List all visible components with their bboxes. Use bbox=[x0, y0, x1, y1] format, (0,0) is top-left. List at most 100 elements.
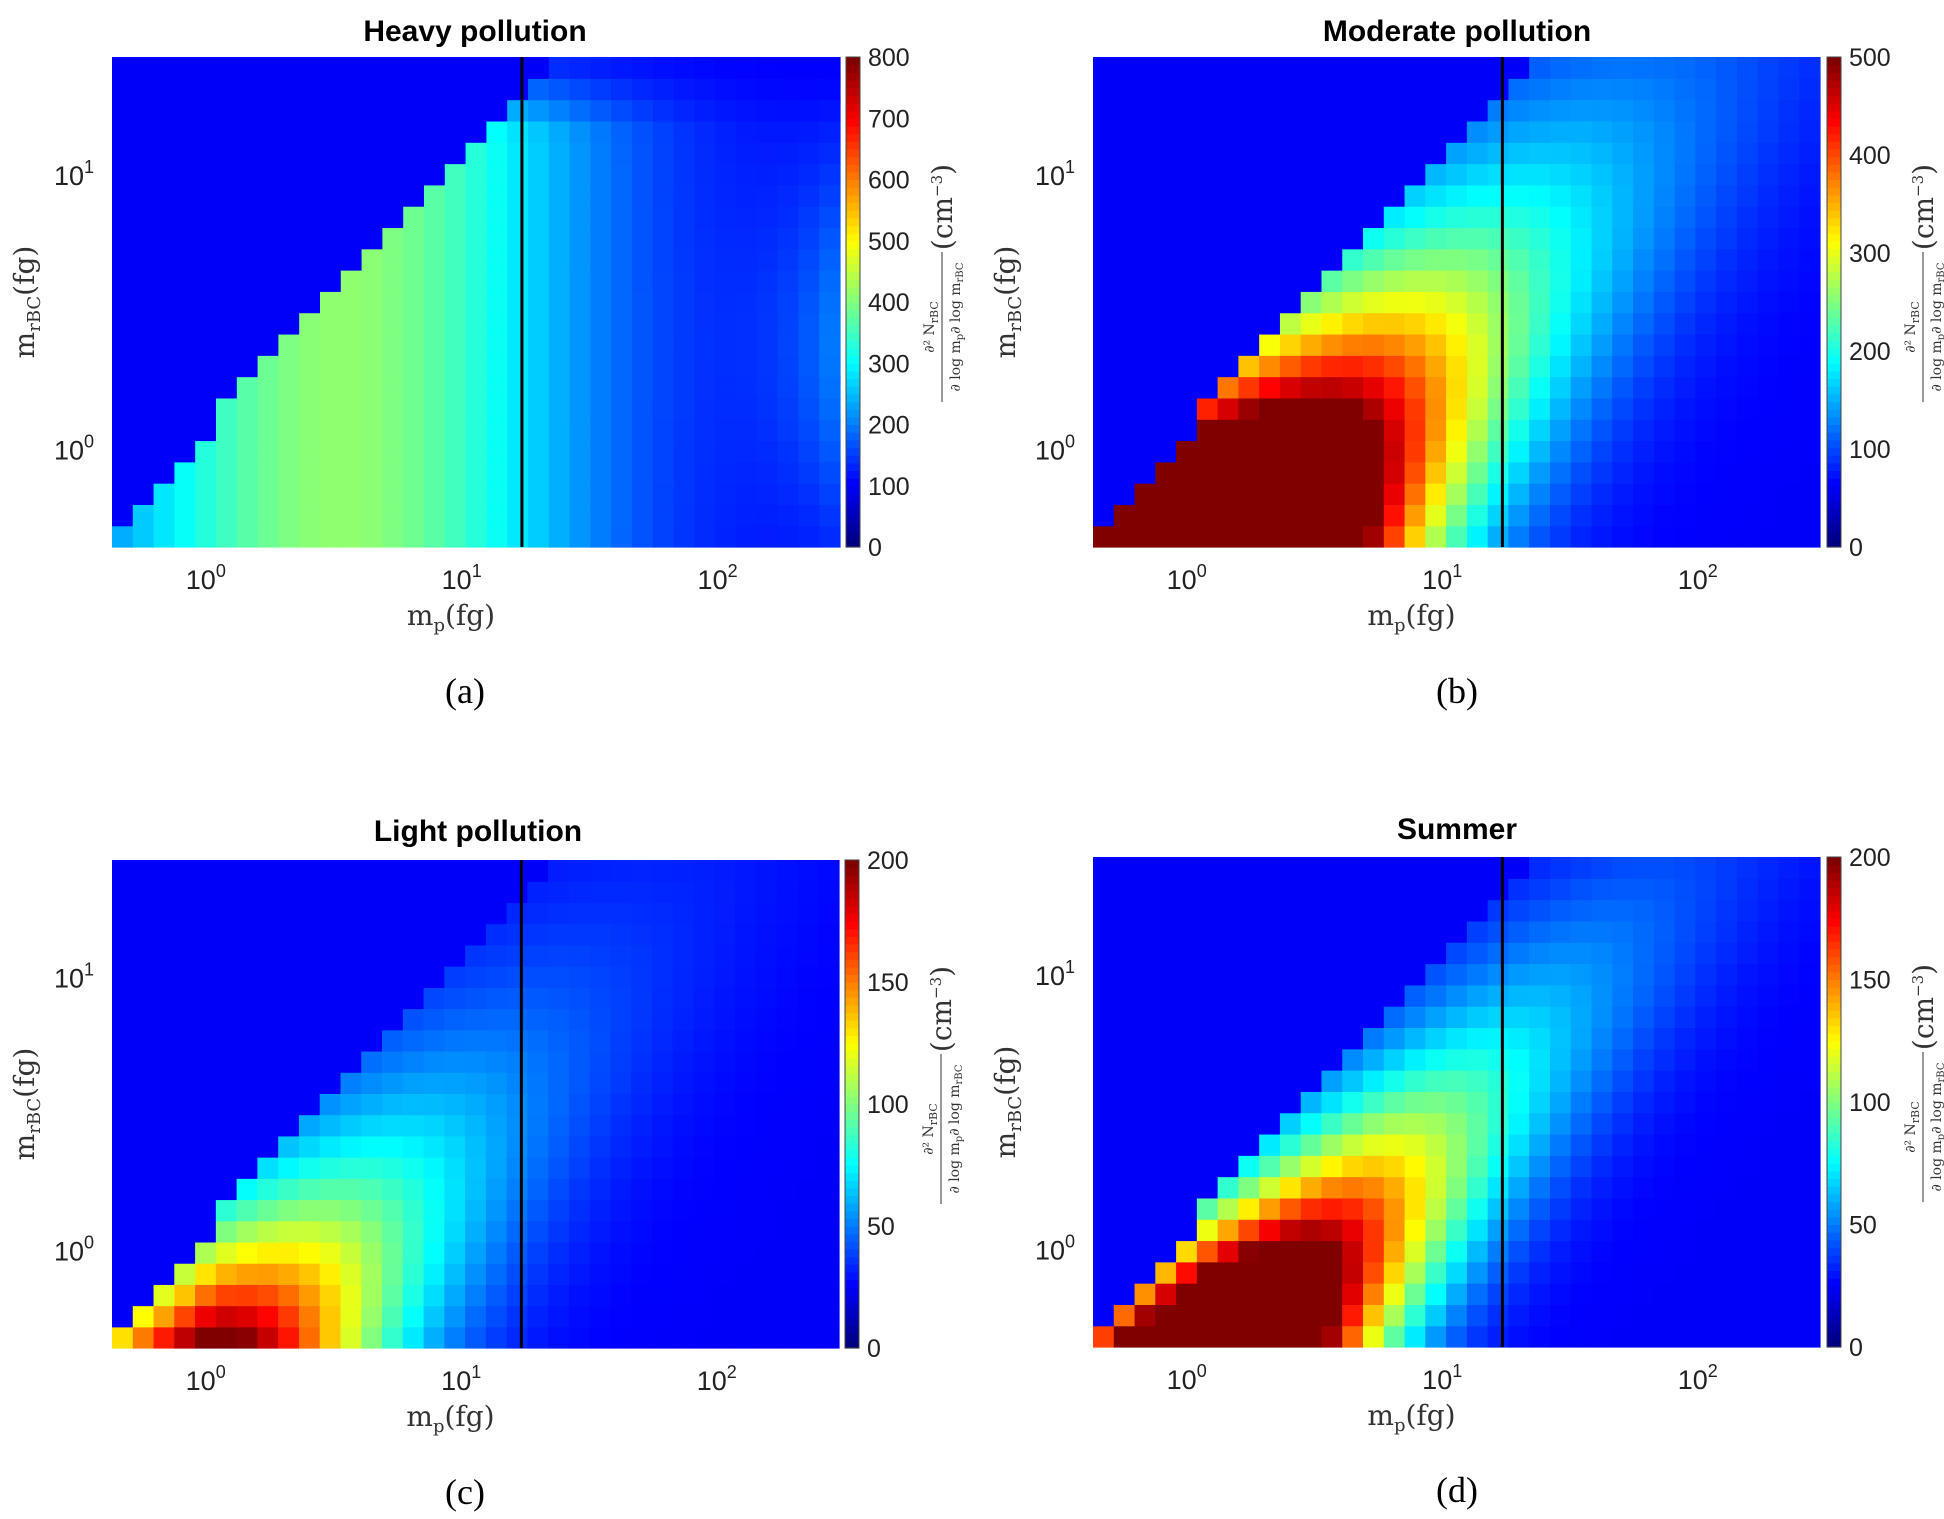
heatmap-cell bbox=[1757, 1283, 1780, 1305]
heatmap-cell bbox=[1716, 1240, 1738, 1263]
heatmap-cell bbox=[382, 248, 404, 271]
heatmap-cell bbox=[195, 944, 217, 967]
heatmap-cell bbox=[569, 525, 591, 548]
heatmap-cell bbox=[1591, 942, 1613, 965]
heatmap-cell bbox=[1508, 942, 1530, 965]
heatmap-cell bbox=[486, 312, 508, 335]
heatmap-cell bbox=[715, 504, 737, 527]
heatmap-cell bbox=[216, 312, 238, 335]
heatmap-cell bbox=[1549, 78, 1572, 101]
heatmap-cell bbox=[797, 1114, 819, 1137]
heatmap-cell bbox=[715, 312, 737, 335]
heatmap-cell bbox=[1716, 920, 1738, 943]
heatmap-cell bbox=[1363, 1133, 1385, 1156]
heatmap-cell bbox=[527, 1072, 549, 1094]
heatmap-cell bbox=[736, 419, 758, 442]
heatmap-cell bbox=[423, 1284, 445, 1307]
heatmap-cell bbox=[299, 163, 321, 186]
heatmap-cell bbox=[611, 99, 633, 122]
heatmap-cell bbox=[403, 142, 425, 165]
heatmap-cell bbox=[1799, 1091, 1821, 1114]
heatmap-cell bbox=[112, 206, 134, 229]
heatmap-cell bbox=[1487, 1027, 1510, 1050]
heatmap-cell bbox=[174, 944, 196, 967]
colorbar-step bbox=[845, 921, 859, 930]
heatmap-cell bbox=[1529, 206, 1551, 229]
heatmap-cell bbox=[736, 525, 758, 548]
heatmap-cell bbox=[1570, 1112, 1593, 1135]
heatmap-cell bbox=[112, 1008, 134, 1031]
colorbar-step bbox=[846, 447, 860, 456]
heatmap-cell bbox=[736, 78, 758, 101]
heatmap-cell bbox=[528, 99, 550, 122]
heatmap-cell bbox=[1259, 504, 1281, 527]
colorbar-step bbox=[1827, 1255, 1841, 1264]
heatmap-cell bbox=[320, 483, 342, 505]
heatmap-cell bbox=[257, 504, 279, 527]
heatmap-cell bbox=[548, 966, 570, 988]
heatmap-cell bbox=[423, 1199, 445, 1222]
colorbar-step bbox=[1827, 1308, 1841, 1317]
heatmap-cell bbox=[1778, 78, 1800, 101]
heatmap-cell bbox=[465, 312, 487, 335]
heatmap-cell bbox=[1425, 142, 1447, 165]
heatmap-cell bbox=[1196, 1283, 1219, 1305]
heatmap-cell bbox=[1549, 99, 1572, 122]
heatmap-cell bbox=[1196, 1304, 1219, 1327]
heatmap-cell bbox=[1176, 504, 1198, 527]
heatmap-cell bbox=[132, 966, 155, 988]
heatmap-cell bbox=[195, 1093, 217, 1116]
heatmap-cell bbox=[1238, 440, 1260, 463]
heatmap-cell bbox=[548, 1114, 570, 1137]
heatmap-cell bbox=[590, 376, 612, 399]
heatmap-cell bbox=[756, 312, 779, 335]
colorbar-step bbox=[846, 102, 860, 112]
heatmap-cell bbox=[1529, 1133, 1551, 1156]
heatmap-cell bbox=[1778, 1133, 1800, 1156]
heatmap-cell bbox=[1633, 1112, 1655, 1135]
heatmap-cell bbox=[755, 944, 778, 967]
heatmap-cell bbox=[132, 1241, 155, 1264]
heatmap-cell bbox=[174, 440, 196, 463]
colorbar-step bbox=[845, 1104, 859, 1113]
heatmap-cell bbox=[1404, 504, 1426, 527]
colorbar-step bbox=[1827, 1102, 1841, 1111]
heatmap-cell bbox=[527, 987, 549, 1010]
heatmap-cell bbox=[1300, 984, 1323, 1007]
heatmap-cell bbox=[548, 1135, 570, 1158]
heatmap-cell bbox=[1674, 57, 1696, 79]
heatmap-cell bbox=[1446, 1325, 1468, 1348]
heatmap-cell bbox=[1446, 440, 1468, 463]
heatmap-cell bbox=[1321, 227, 1343, 250]
heatmap-cell bbox=[298, 1135, 321, 1158]
heatmap-cell bbox=[694, 163, 716, 186]
heatmap-cell bbox=[694, 483, 716, 505]
heatmap-cell bbox=[1778, 206, 1800, 229]
heatmap-cell bbox=[298, 1263, 321, 1285]
heatmap-cell bbox=[236, 227, 259, 250]
heatmap-cell bbox=[1093, 291, 1115, 314]
heatmap-cell bbox=[673, 57, 695, 79]
heatmap-cell bbox=[1259, 1006, 1281, 1029]
heatmap-cell bbox=[153, 1220, 175, 1243]
heatmap-cell bbox=[1778, 483, 1800, 505]
heatmap-cell bbox=[1404, 1027, 1426, 1050]
colorbar-step bbox=[1827, 386, 1841, 395]
heatmap-cell bbox=[1508, 1304, 1530, 1327]
heatmap-cell bbox=[1695, 142, 1717, 165]
heatmap-cell bbox=[777, 270, 799, 292]
heatmap-cell bbox=[153, 99, 175, 122]
heatmap-cell bbox=[382, 270, 404, 292]
heatmap-cell bbox=[1342, 1304, 1364, 1327]
heatmap-cell bbox=[1612, 878, 1634, 901]
heatmap-cell bbox=[1757, 1261, 1780, 1284]
panel-title: Summer bbox=[1397, 813, 1517, 846]
heatmap-cell bbox=[1549, 1261, 1572, 1284]
heatmap-cell bbox=[1321, 920, 1343, 943]
heatmap-cell bbox=[1736, 78, 1759, 101]
heatmap-cell bbox=[714, 1220, 736, 1243]
heatmap-cell bbox=[299, 248, 321, 271]
heatmap-cell bbox=[1279, 142, 1302, 165]
heatmap-cell bbox=[631, 1093, 653, 1116]
heatmap-cell bbox=[797, 1157, 819, 1179]
